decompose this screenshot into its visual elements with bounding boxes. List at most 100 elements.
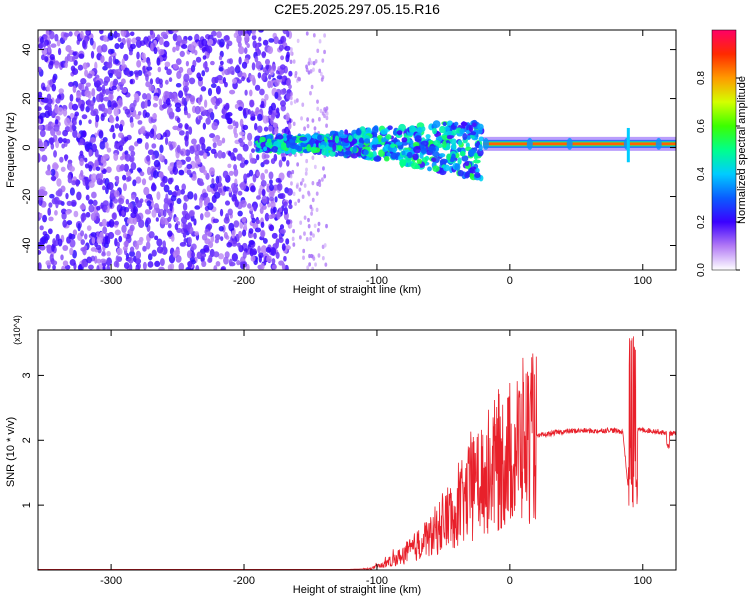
noise-blob (211, 30, 217, 37)
noise-blob (321, 111, 325, 116)
noise-blob (247, 203, 252, 209)
noise-blob (227, 163, 232, 169)
noise-blob (123, 163, 129, 172)
signal-blob (414, 164, 420, 170)
noise-blob (263, 154, 270, 159)
noise-blob (177, 122, 183, 129)
noise-blob (311, 118, 315, 123)
noise-blob (47, 228, 53, 235)
signal-blob (439, 158, 448, 164)
noise-blob (182, 222, 188, 229)
noise-blob (190, 64, 196, 73)
signal-blob (451, 153, 456, 161)
noise-blob (163, 184, 170, 193)
noise-blob (265, 64, 270, 70)
noise-blob (86, 142, 93, 152)
noise-blob (318, 179, 321, 184)
noise-blob (294, 70, 298, 76)
noise-blob (299, 220, 303, 225)
noise-blob (100, 113, 105, 122)
noise-blob (71, 103, 79, 111)
signal-blob (457, 147, 462, 153)
noise-blob (51, 243, 55, 253)
noise-blob (77, 64, 84, 71)
noise-blob (284, 264, 289, 270)
noise-blob (169, 144, 174, 151)
noise-blob (101, 218, 107, 227)
noise-blob (310, 60, 313, 66)
noise-blob (161, 104, 168, 109)
noise-blob (210, 148, 217, 155)
noise-blob (294, 201, 297, 206)
noise-blob (304, 171, 308, 176)
noise-blob (114, 58, 119, 65)
noise-blob (207, 113, 211, 119)
noise-blob (218, 225, 224, 232)
noise-blob (165, 193, 169, 203)
noise-blob (186, 169, 192, 176)
spectrogram-frame (37, 29, 677, 271)
noise-blob (85, 30, 90, 35)
noise-blob (80, 103, 85, 112)
noise-blob (88, 119, 92, 125)
noise-blob (218, 187, 223, 194)
noise-blob (292, 59, 296, 64)
noise-blob (176, 188, 182, 196)
noise-blob (189, 145, 195, 155)
noise-blob (152, 113, 158, 120)
noise-blob (284, 45, 291, 52)
noise-blob (247, 109, 251, 115)
noise-blob (78, 53, 85, 59)
noise-blob (269, 79, 274, 88)
noise-blob (116, 241, 120, 248)
signal-blob (446, 126, 451, 132)
noise-blob (181, 210, 187, 216)
noise-blob (241, 216, 246, 223)
signal-blob (428, 145, 436, 153)
noise-blob (268, 196, 275, 202)
noise-blob (95, 114, 100, 123)
noise-blob (167, 165, 173, 172)
noise-blob (203, 200, 208, 206)
noise-blob (272, 206, 277, 213)
signal-blob (392, 129, 398, 136)
noise-blob (324, 262, 328, 267)
noise-blob (234, 199, 239, 208)
noise-blob (316, 99, 319, 104)
noise-blob (129, 250, 135, 257)
noise-blob (136, 59, 142, 68)
noise-blob (296, 38, 300, 44)
noise-blob (269, 179, 273, 185)
noise-blob (229, 89, 236, 95)
noise-blob (82, 246, 87, 256)
noise-blob (167, 177, 173, 185)
noise-blob (122, 174, 127, 181)
noise-blob (144, 142, 149, 150)
noise-blob (69, 259, 76, 266)
noise-blob (74, 111, 80, 117)
noise-blob (159, 144, 164, 154)
noise-blob (172, 63, 179, 70)
noise-blob (107, 231, 115, 239)
noise-blob (270, 102, 277, 111)
signal-blob (449, 138, 457, 145)
noise-blob (245, 186, 250, 192)
noise-blob (80, 239, 85, 245)
noise-blob (207, 257, 213, 263)
noise-blob (292, 191, 296, 197)
noise-blob (44, 56, 49, 63)
noise-blob (222, 76, 227, 84)
signal-blob (358, 137, 364, 144)
noise-blob (196, 251, 203, 260)
noise-blob (160, 181, 166, 187)
noise-blob (128, 51, 133, 56)
noise-blob (108, 219, 115, 228)
noise-blob (148, 231, 155, 239)
signal-blob (417, 126, 423, 134)
noise-blob (256, 154, 260, 161)
noise-blob (137, 120, 143, 125)
noise-blob (249, 157, 256, 164)
noise-blob (224, 102, 230, 111)
noise-blob (59, 156, 64, 163)
noise-blob (72, 129, 78, 139)
